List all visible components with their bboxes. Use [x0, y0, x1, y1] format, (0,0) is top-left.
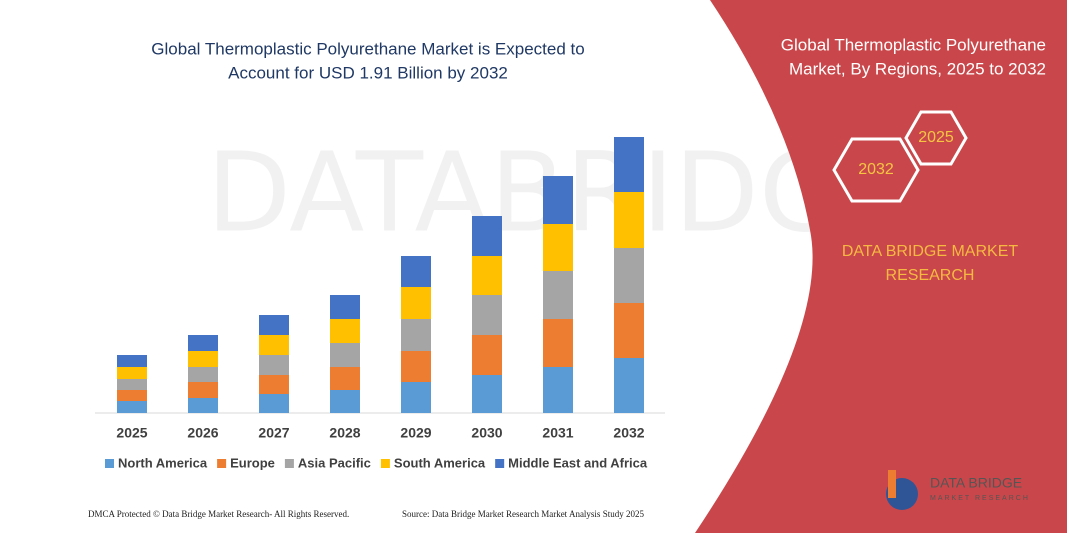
bar-segment — [614, 137, 644, 192]
bar-segment — [472, 295, 502, 335]
bar-segment — [401, 256, 431, 287]
footer-left: DMCA Protected © Data Bridge Market Rese… — [88, 509, 349, 519]
bar-segment — [188, 398, 218, 413]
bar-segment — [188, 351, 218, 367]
x-tick-label: 2030 — [471, 425, 502, 441]
legend-label: Europe — [230, 455, 275, 470]
legend-swatch — [495, 459, 505, 468]
x-tick-label: 2026 — [187, 425, 218, 441]
bar-segment — [330, 367, 360, 390]
bar-segment — [117, 355, 147, 367]
bar-segment — [117, 401, 147, 413]
bar-segment — [330, 295, 360, 319]
hex-label: 2032 — [858, 161, 894, 178]
hexagon — [904, 110, 968, 166]
bar-segment — [543, 271, 573, 319]
bar-segment — [259, 394, 289, 413]
bar-segment — [188, 382, 218, 398]
bar-segment — [117, 390, 147, 401]
bar-segment — [330, 390, 360, 413]
bar-segment — [614, 248, 644, 303]
brand-text: RESEARCH — [886, 267, 975, 284]
side-panel — [695, 0, 1067, 533]
legend-swatch — [284, 459, 294, 468]
footer-right: Source: Data Bridge Market Research Mark… — [402, 509, 644, 519]
bar-segment — [472, 335, 502, 375]
legend-label: North America — [118, 455, 208, 470]
bar-segment — [330, 319, 360, 343]
legend-label: Middle East and Africa — [508, 455, 648, 470]
logo-name: DATA BRIDGE — [930, 475, 1022, 491]
hex-label: 2025 — [918, 129, 954, 146]
bar-segment — [401, 382, 431, 413]
logo-icon — [888, 470, 896, 498]
bar-segment — [472, 256, 502, 295]
bar-segment — [117, 367, 147, 379]
bar-segment — [188, 367, 218, 382]
bar-segment — [543, 176, 573, 224]
x-tick-label: 2029 — [400, 425, 431, 441]
bar-segment — [259, 375, 289, 394]
x-tick-label: 2027 — [258, 425, 289, 441]
legend-swatch — [105, 459, 114, 468]
bar-segment — [330, 343, 360, 367]
bar-segment — [401, 287, 431, 319]
panel-title: Market, By Regions, 2025 to 2032 — [789, 59, 1046, 78]
x-tick-label: 2025 — [116, 425, 147, 441]
bar-segment — [543, 319, 573, 367]
bar-segment — [117, 379, 147, 390]
bar-segment — [401, 351, 431, 382]
logo-sub: MARKET RESEARCH — [930, 495, 1030, 502]
legend-swatch — [217, 459, 227, 468]
x-tick-label: 2028 — [329, 425, 360, 441]
legend-swatch — [380, 459, 390, 468]
x-tick-label: 2032 — [613, 425, 644, 441]
bar-segment — [614, 192, 644, 248]
bar-segment — [401, 319, 431, 351]
chart-title: Global Thermoplastic Polyurethane Market… — [151, 39, 584, 58]
bar-segment — [259, 355, 289, 375]
legend-label: Asia Pacific — [298, 455, 371, 470]
bar-segment — [543, 367, 573, 413]
bar-segment — [543, 224, 573, 271]
brand-text: DATA BRIDGE MARKET — [842, 243, 1019, 260]
bar-segment — [259, 315, 289, 335]
bar-segment — [614, 358, 644, 413]
bar-segment — [472, 375, 502, 413]
bar-segment — [614, 303, 644, 358]
legend-label: South America — [394, 455, 486, 470]
hexagon — [832, 137, 920, 203]
x-tick-label: 2031 — [542, 425, 573, 441]
panel-title: Global Thermoplastic Polyurethane — [781, 35, 1046, 54]
bar-segment — [472, 216, 502, 256]
bar-segment — [188, 335, 218, 351]
chart-title: Account for USD 1.91 Billion by 2032 — [228, 63, 508, 82]
bar-segment — [259, 335, 289, 355]
